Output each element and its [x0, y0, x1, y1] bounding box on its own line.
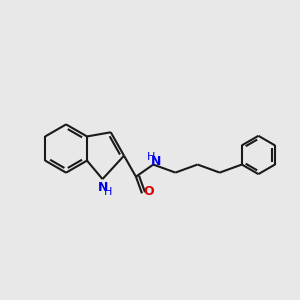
Text: H: H [147, 152, 155, 162]
Text: H: H [103, 187, 112, 197]
Text: N: N [151, 155, 161, 168]
Text: N: N [98, 181, 108, 194]
Text: O: O [143, 185, 154, 198]
